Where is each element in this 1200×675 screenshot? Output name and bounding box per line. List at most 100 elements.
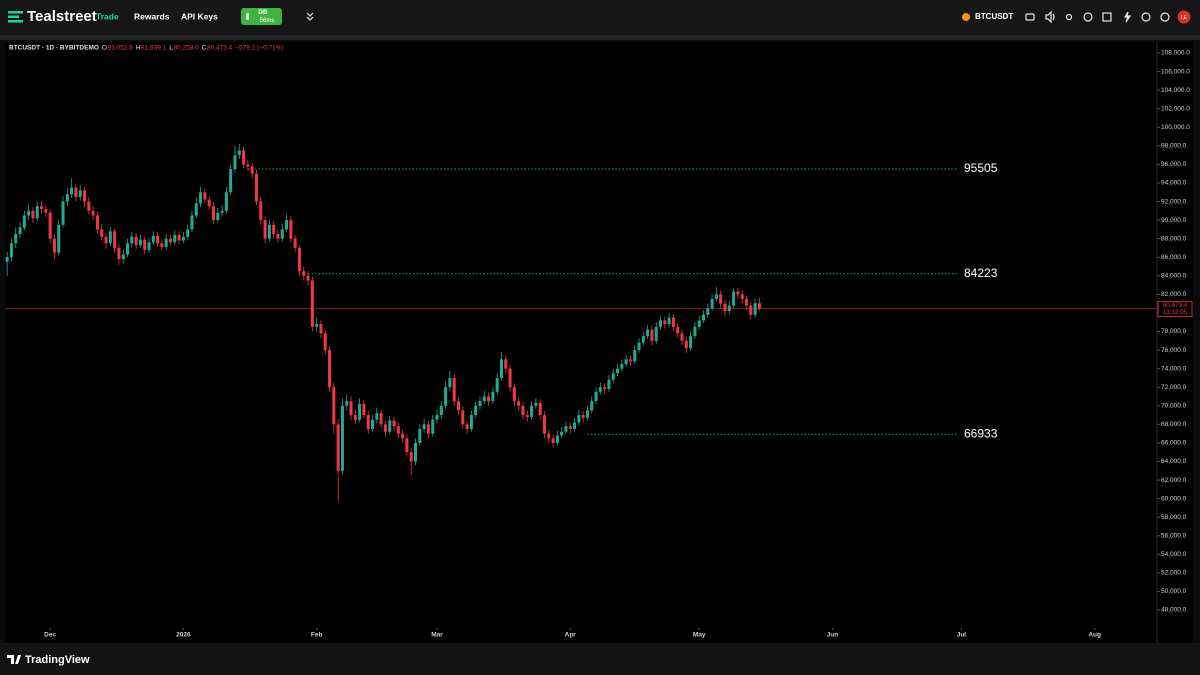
candle-body [267, 224, 271, 239]
price-axis[interactable] [1157, 42, 1193, 628]
y-tick-label: 90,000.0 [1161, 217, 1187, 224]
candle-body [289, 220, 293, 239]
candle-body [620, 363, 624, 369]
y-tick-label: 62,000.0 [1161, 477, 1187, 484]
candle-body [693, 326, 697, 337]
candle-body [560, 431, 564, 436]
candle-body [353, 415, 357, 420]
candle-body [568, 426, 572, 429]
candle-body [646, 329, 650, 337]
candle-body [444, 387, 448, 406]
keyboard-icon[interactable] [1025, 13, 1035, 21]
avatar[interactable] [1177, 10, 1191, 24]
candle-body [130, 236, 134, 244]
candle-body [358, 403, 362, 420]
language-icon[interactable] [1160, 12, 1170, 22]
candle-body [319, 324, 323, 334]
candle-body [594, 391, 598, 402]
y-tick-label: 84,000.0 [1161, 273, 1187, 280]
layout-icon[interactable] [1102, 12, 1112, 22]
candle-body [719, 294, 723, 304]
candle-body [418, 428, 422, 443]
candle-body [508, 368, 512, 388]
brand: Tealstreet [27, 8, 97, 25]
candle-body [534, 402, 538, 406]
candle-body [706, 308, 710, 315]
bolt-icon[interactable] [1123, 11, 1132, 23]
candle-body [551, 438, 555, 443]
candle-body [491, 391, 495, 402]
candle-body [732, 291, 736, 306]
candle-body [680, 333, 684, 341]
settings-icon[interactable] [1065, 13, 1073, 21]
candle-body [504, 359, 508, 369]
candle-body [91, 210, 95, 216]
y-tick-label: 56,000.0 [1161, 532, 1187, 539]
expand-chevron[interactable] [306, 12, 314, 21]
candle-body [573, 422, 577, 429]
sound-icon[interactable] [1045, 10, 1055, 24]
candle-body [676, 326, 680, 334]
candle-body [723, 303, 727, 312]
candle-body [126, 243, 130, 255]
candle-body [177, 234, 181, 241]
candle-body [590, 401, 594, 411]
candle-body [409, 452, 413, 462]
theme-icon[interactable] [1141, 12, 1151, 22]
candle-body [684, 340, 688, 349]
candle-body [168, 238, 172, 243]
db-badge-icon [246, 13, 249, 20]
candle-body [383, 424, 387, 432]
x-tick-label: Jul [957, 632, 967, 639]
candle-body [714, 294, 718, 300]
legend-value: 80,258.0 [173, 45, 199, 52]
candle-body [259, 201, 263, 221]
candle-body [216, 212, 220, 221]
candle-body [70, 187, 74, 195]
db-badge[interactable] [241, 8, 282, 25]
candle-body [242, 150, 246, 165]
price-tag-countdown: 13:32:05 [1163, 309, 1188, 316]
price-tag [1157, 301, 1193, 317]
nav-item[interactable]: Trade [96, 11, 119, 21]
candle-body [104, 236, 108, 244]
nav-item[interactable]: API Keys [181, 11, 218, 21]
y-tick-label: 106,000.0 [1161, 68, 1190, 75]
avatar-initials: LE [1181, 15, 1188, 21]
y-tick-label: 50,000.0 [1161, 588, 1187, 595]
plot: 48,000.0 50,000.0 52,000.0 54,000.0 56,000.0… [5, 45, 1193, 639]
candle-body [233, 155, 237, 170]
candle-body [371, 419, 375, 429]
candle-body [293, 238, 297, 248]
candle-body [628, 359, 632, 362]
candle-body [517, 401, 521, 406]
symbol[interactable]: BTCUSDT [975, 12, 1013, 21]
candle-body [362, 403, 366, 416]
candle-body [173, 234, 177, 243]
chart-pane[interactable] [5, 42, 1157, 628]
candle-body [401, 433, 405, 439]
x-tick-label: Mar [431, 632, 443, 639]
candle-body [577, 415, 581, 423]
candle-body [487, 396, 491, 402]
candle-body [9, 243, 13, 258]
candle-body [22, 215, 26, 228]
y-tick-label: 54,000.0 [1161, 551, 1187, 558]
tv-logo [7, 655, 21, 664]
candle-body [581, 415, 585, 418]
nav-item[interactable]: Rewards [134, 11, 170, 21]
level-label: 66933 [964, 426, 998, 440]
top-bar-border [0, 35, 1200, 40]
candle-body [349, 401, 353, 416]
candle-body [499, 359, 503, 378]
candle-body [340, 405, 344, 471]
candle-body [315, 324, 319, 327]
palette-icon[interactable] [1083, 12, 1093, 22]
candle-body [671, 317, 675, 327]
time-axis[interactable] [5, 628, 1193, 642]
candle-body [465, 424, 469, 429]
candle-body [336, 424, 340, 471]
y-tick-label: 108,000.0 [1161, 50, 1190, 57]
x-tick-label: Aug [1088, 632, 1101, 639]
candle-body [366, 415, 370, 429]
